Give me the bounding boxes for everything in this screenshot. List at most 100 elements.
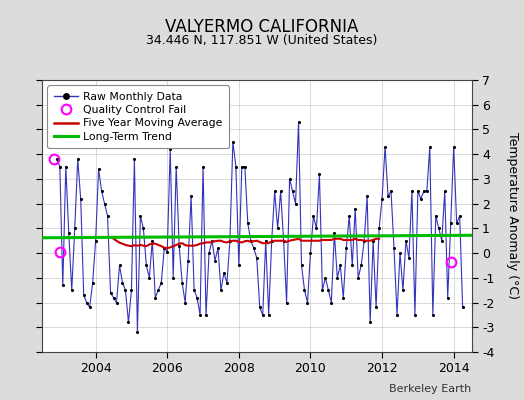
Text: 34.446 N, 117.851 W (United States): 34.446 N, 117.851 W (United States)	[146, 34, 378, 47]
Point	[68, 287, 76, 293]
Point	[118, 280, 127, 286]
Point	[330, 230, 339, 236]
Point	[97, 188, 106, 194]
Point	[420, 188, 428, 194]
Point	[455, 213, 464, 219]
Point	[434, 225, 443, 232]
Point	[139, 225, 148, 232]
Point	[220, 270, 228, 276]
Point	[163, 249, 171, 255]
Point	[357, 262, 365, 269]
Point	[175, 242, 183, 249]
Point	[56, 163, 64, 170]
Point	[336, 262, 344, 269]
Point	[450, 144, 458, 150]
Point	[256, 304, 264, 311]
Point	[339, 294, 347, 301]
Point	[396, 250, 404, 256]
Point	[247, 238, 255, 244]
Point	[160, 245, 168, 251]
Point	[127, 287, 136, 293]
Point	[124, 319, 133, 326]
Legend: Raw Monthly Data, Quality Control Fail, Five Year Moving Average, Long-Term Tren: Raw Monthly Data, Quality Control Fail, …	[47, 86, 229, 148]
Point	[288, 188, 297, 194]
Point	[393, 312, 401, 318]
Point	[232, 163, 240, 170]
Point	[103, 213, 112, 219]
Point	[333, 275, 342, 281]
Point	[363, 193, 372, 200]
Point	[417, 196, 425, 202]
Point	[274, 225, 282, 232]
Point	[184, 257, 192, 264]
Point	[151, 294, 159, 301]
Point	[226, 238, 234, 244]
Point	[166, 146, 174, 152]
Point	[282, 299, 291, 306]
Point	[267, 238, 276, 244]
Point	[205, 250, 213, 256]
Point	[381, 144, 389, 150]
Point	[261, 238, 270, 244]
Point	[59, 282, 67, 288]
Point	[91, 238, 100, 244]
Point	[217, 287, 225, 293]
Point	[196, 312, 204, 318]
Point	[235, 262, 243, 269]
Point	[181, 299, 189, 306]
Point	[294, 119, 303, 125]
Point	[169, 275, 178, 281]
Point	[148, 238, 157, 244]
Point	[133, 329, 141, 336]
Point	[360, 238, 368, 244]
Point	[85, 304, 94, 311]
Point	[253, 255, 261, 261]
Point	[178, 280, 187, 286]
Point	[348, 262, 356, 269]
Y-axis label: Temperature Anomaly (°C): Temperature Anomaly (°C)	[506, 132, 519, 300]
Point	[157, 280, 166, 286]
Point	[411, 312, 419, 318]
Point	[193, 294, 201, 301]
Point	[228, 139, 237, 145]
Point	[62, 163, 70, 170]
Point	[94, 166, 103, 172]
Point	[306, 250, 314, 256]
Point	[342, 245, 351, 251]
Point	[384, 193, 392, 200]
Point	[241, 163, 249, 170]
Point	[89, 280, 97, 286]
Point	[136, 213, 145, 219]
Point	[265, 312, 273, 318]
Point	[318, 287, 326, 293]
Point	[199, 163, 207, 170]
Point	[71, 225, 79, 232]
Point	[297, 262, 305, 269]
Point	[378, 196, 386, 202]
Point	[211, 257, 219, 264]
Point	[279, 238, 288, 244]
Point	[432, 213, 440, 219]
Point	[408, 188, 416, 194]
Point	[214, 245, 222, 251]
Point	[453, 220, 461, 227]
Point	[223, 280, 231, 286]
Point	[390, 245, 398, 251]
Point	[315, 171, 324, 177]
Point	[441, 188, 449, 194]
Point	[372, 304, 380, 311]
Point	[312, 225, 321, 232]
Point	[202, 312, 210, 318]
Point	[52, 156, 61, 162]
Point	[446, 220, 455, 227]
Point	[115, 262, 124, 269]
Point	[399, 287, 407, 293]
Point	[190, 287, 198, 293]
Point	[187, 193, 195, 200]
Point	[425, 144, 434, 150]
Point	[244, 220, 252, 227]
Point	[110, 294, 118, 301]
Point	[130, 156, 139, 162]
Point	[64, 230, 73, 236]
Point	[80, 292, 88, 298]
